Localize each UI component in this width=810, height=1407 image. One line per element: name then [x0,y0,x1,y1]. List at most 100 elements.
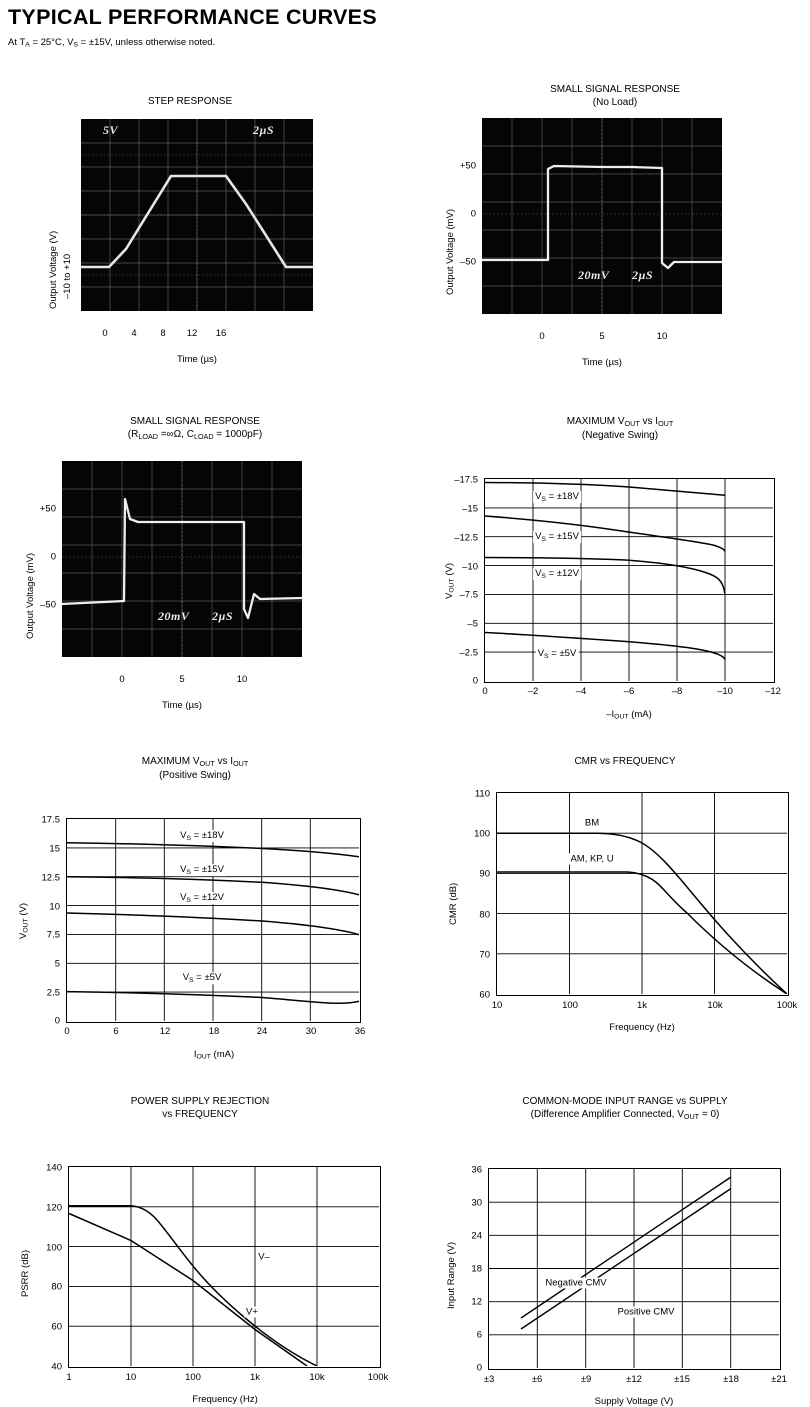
figure-subtitle: vs FREQUENCY [162,1108,238,1120]
xtick: –10 [717,685,733,697]
figure-title: STEP RESPONSE [147,96,233,107]
xtick: 1k [249,1372,261,1383]
series-label-5v: VS = ±5V [180,971,224,984]
ytick: 0 [50,551,56,563]
scope-annotation-vertical-scale: 20mV [578,268,610,282]
xtick: ±12 [626,1373,642,1385]
xtick: –4 [575,685,587,697]
xaxis-title: IOUT (mA) [193,1048,235,1061]
xtick: 4 [131,327,137,339]
figure-title-main: MAXIMUM VOUT vs IOUT [141,756,249,768]
xtick: ±21 [771,1373,787,1385]
ytick: –50 [460,256,476,268]
xtick: 1k [636,999,648,1011]
ytick: 2.5 [46,987,60,999]
figure-title-main: SMALL SIGNAL RESPONSE [550,84,680,95]
figure-subtitle: (Positive Swing) [159,770,231,782]
series-label-18v: VS = ±18V [533,490,581,503]
xtick: 12 [186,327,198,339]
xtick: 100k [776,999,798,1011]
plot-area-max-vout-positive [66,817,361,1023]
figure-title-main: POWER SUPPLY REJECTION [130,1096,270,1107]
xtick: 10 [236,673,248,685]
xtick: 0 [482,685,488,697]
xtick: 30 [305,1025,317,1037]
xtick: 0 [539,331,545,342]
scope-annotation-vertical-scale: 20mV [158,608,190,623]
ytick: +50 [39,503,56,515]
plot-area-cmr [496,791,789,996]
figure-psrr: POWER SUPPLY REJECTION vs FREQUENCY [10,1096,390,1405]
page-header: TYPICAL PERFORMANCE CURVES At TA = 25°C,… [8,5,798,50]
figure-title-main: MAXIMUM VOUT vs IOUT [566,416,674,428]
plot-area-common-mode [488,1167,781,1370]
xtick: ±9 [580,1373,592,1385]
ytick: +50 [459,160,476,172]
ytick: 110 [474,788,490,799]
yaxis-title-line2: –10 to +10 [62,253,73,299]
xtick: 10 [491,999,503,1011]
ytick: 100 [46,1242,62,1254]
series-label-v-minus: V– [256,1251,272,1263]
series-label-5v: VS = ±5V [535,647,579,660]
ytick: 0 [476,1362,482,1374]
series-label-12v: VS = ±12V [178,891,226,904]
page-title: TYPICAL PERFORMANCE CURVES [8,5,377,29]
xaxis-title: Supply Voltage (V) [594,1395,674,1407]
page-conditions: At TA = 25°C, VS = ±15V, unless otherwis… [8,36,216,49]
figure-max-vout-negative: MAXIMUM VOUT vs IOUT (Negative Swing) [440,416,800,721]
figure-cmr-vs-frequency: CMR vs FREQUENCY CMR (dB) 11 [440,756,810,1036]
yaxis-title: Output Voltage (mV) [445,208,456,295]
ytick: –50 [40,599,56,611]
ytick: 70 [479,949,490,960]
xtick: 10 [125,1372,137,1383]
ytick: 15 [49,843,60,855]
xtick: 100 [185,1372,201,1383]
xtick: 16 [215,327,227,339]
xtick: 24 [256,1025,268,1037]
figure-title: POWER SUPPLY REJECTION vs FREQUENCY [10,1096,390,1121]
figure-title-main: SMALL SIGNAL RESPONSE [130,416,260,427]
ytick: 100 [474,828,490,839]
xtick: 8 [160,327,166,339]
ytick: 120 [46,1202,62,1214]
figure-title: MAXIMUM VOUT vs IOUT (Negative Swing) [440,416,800,443]
xtick: 6 [113,1025,119,1037]
xtick: –6 [623,685,635,697]
xtick: ±3 [483,1373,495,1385]
figure-common-mode-input-range: COMMON-MODE INPUT RANGE vs SUPPLY (Diffe… [440,1096,810,1407]
figure-title: COMMON-MODE INPUT RANGE vs SUPPLY (Diffe… [440,1096,810,1123]
ytick: 17.5 [41,814,61,826]
figure-subtitle: (No Load) [592,96,638,108]
series-label-am-kp-u: AM, KP, U [568,853,616,864]
ytick: 60 [51,1321,62,1333]
series-label-negative-cmv: Negative CMV [543,1277,609,1289]
ytick: 18 [471,1263,482,1275]
plot-area-psrr [68,1166,381,1368]
ytick: 0 [472,675,478,687]
ytick: 60 [479,989,490,1000]
series-label-positive-cmv: Positive CMV [615,1306,677,1318]
figure-title: MAXIMUM VOUT vs IOUT (Positive Swing) [10,756,380,783]
figure-small-signal-no-load: SMALL SIGNAL RESPONSE (No Load) [440,84,790,368]
xtick: 100k [367,1372,389,1383]
xtick: ±18 [723,1373,739,1385]
scope-screen-step-response: 5V 2µS [81,118,313,311]
ytick: 12 [471,1296,482,1308]
yaxis-title: Output Voltage (mV) [25,552,36,639]
scope-annotation-time-scale: 2µS [632,268,654,282]
xtick: 5 [179,673,185,685]
xtick: 0 [102,327,108,339]
scope-annotation-vertical-scale: 5V [103,122,119,137]
xaxis-title: Frequency (Hz) [609,1021,675,1033]
xtick: 18 [208,1025,220,1037]
yaxis-title-line1: Output Voltage (V) [48,230,59,309]
ytick: 24 [471,1230,482,1242]
series-label-18v: VS = ±18V [178,829,226,842]
xtick: 10k [309,1372,325,1383]
figure-small-signal-cload: SMALL SIGNAL RESPONSE (RLOAD =∞Ω, CLOAD … [20,416,370,711]
figure-title: CMR vs FREQUENCY [574,756,676,767]
xtick: 1 [66,1372,72,1383]
xaxis-title: –IOUT (mA) [606,708,652,721]
ytick: 10 [49,901,60,913]
